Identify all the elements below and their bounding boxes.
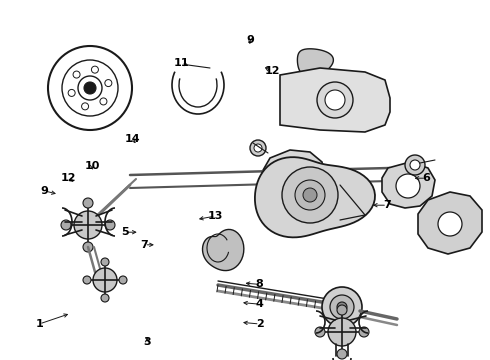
- Circle shape: [100, 98, 107, 105]
- Circle shape: [84, 82, 96, 94]
- Text: 7: 7: [383, 200, 391, 210]
- Circle shape: [250, 140, 266, 156]
- Circle shape: [337, 305, 347, 315]
- Circle shape: [73, 71, 80, 78]
- Circle shape: [410, 160, 420, 170]
- Circle shape: [101, 258, 109, 266]
- Circle shape: [365, 107, 375, 117]
- Polygon shape: [255, 157, 375, 237]
- Text: 4: 4: [256, 299, 264, 309]
- Text: 10: 10: [84, 161, 100, 171]
- Circle shape: [74, 211, 102, 239]
- Circle shape: [78, 76, 102, 100]
- Circle shape: [337, 302, 347, 312]
- Circle shape: [438, 212, 462, 236]
- Text: 6: 6: [422, 173, 430, 183]
- Circle shape: [105, 80, 112, 87]
- Circle shape: [330, 295, 354, 319]
- Circle shape: [68, 89, 75, 96]
- Circle shape: [93, 268, 117, 292]
- Circle shape: [48, 46, 132, 130]
- Circle shape: [328, 318, 356, 346]
- Circle shape: [396, 174, 420, 198]
- Circle shape: [359, 327, 369, 337]
- Text: 3: 3: [143, 337, 151, 347]
- Circle shape: [254, 144, 262, 152]
- Polygon shape: [262, 150, 325, 200]
- Text: 1: 1: [35, 319, 43, 329]
- Circle shape: [325, 90, 345, 110]
- Text: 12: 12: [264, 66, 280, 76]
- Circle shape: [61, 220, 71, 230]
- Text: 7: 7: [141, 240, 148, 250]
- Circle shape: [83, 276, 91, 284]
- Text: 14: 14: [124, 134, 140, 144]
- Circle shape: [360, 102, 380, 122]
- Circle shape: [282, 167, 338, 223]
- Circle shape: [81, 103, 89, 110]
- Circle shape: [337, 349, 347, 359]
- Polygon shape: [202, 229, 244, 271]
- Polygon shape: [418, 192, 482, 254]
- Polygon shape: [280, 68, 390, 132]
- Circle shape: [285, 90, 301, 106]
- Text: 11: 11: [173, 58, 189, 68]
- Text: 2: 2: [256, 319, 264, 329]
- Text: 9: 9: [40, 186, 48, 196]
- Circle shape: [405, 155, 425, 175]
- Circle shape: [281, 161, 309, 189]
- Circle shape: [119, 276, 127, 284]
- Text: 8: 8: [256, 279, 264, 289]
- Circle shape: [288, 168, 302, 182]
- Polygon shape: [297, 49, 333, 77]
- Circle shape: [101, 294, 109, 302]
- Circle shape: [295, 180, 325, 210]
- Text: 13: 13: [208, 211, 223, 221]
- Circle shape: [315, 327, 325, 337]
- Circle shape: [83, 198, 93, 208]
- Polygon shape: [382, 162, 435, 208]
- Circle shape: [354, 96, 386, 128]
- Circle shape: [303, 188, 317, 202]
- Circle shape: [83, 242, 93, 252]
- Text: 5: 5: [121, 227, 129, 237]
- Circle shape: [92, 66, 98, 73]
- Text: 9: 9: [246, 35, 254, 45]
- Circle shape: [317, 82, 353, 118]
- Circle shape: [62, 60, 118, 116]
- Text: 12: 12: [61, 173, 76, 183]
- Circle shape: [105, 220, 115, 230]
- Circle shape: [322, 287, 362, 327]
